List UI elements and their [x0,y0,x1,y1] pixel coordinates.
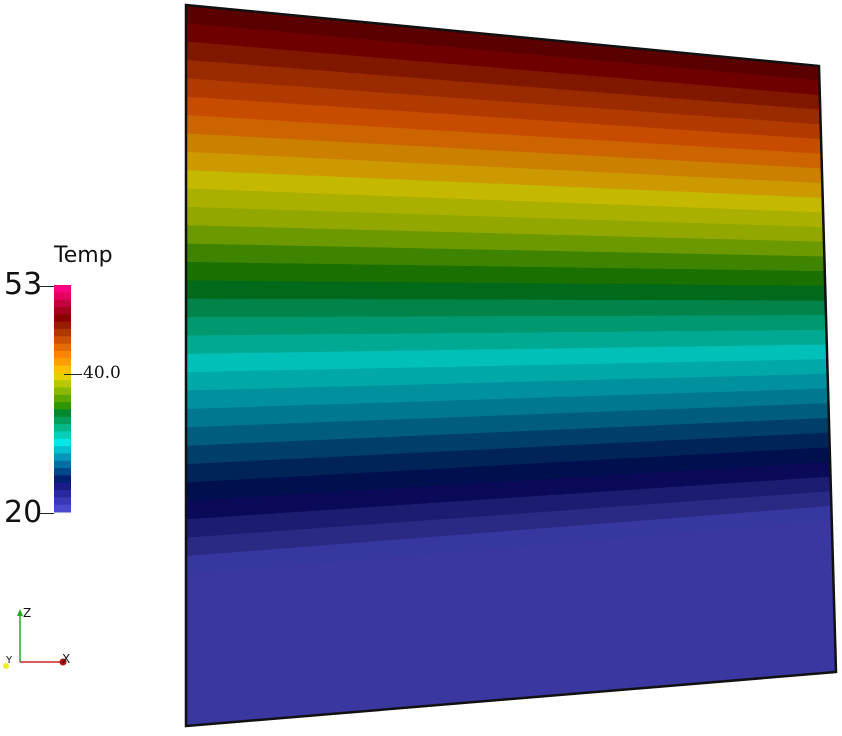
scalar-bar-swatch [54,299,71,308]
scalar-bar-swatch [54,497,71,506]
scalar-bar-swatch [54,314,71,323]
scalar-bar-swatch [54,431,71,440]
scalar-bar-swatch [54,490,71,498]
scalar-bar-swatch [54,343,71,352]
y-axis-marker [3,663,9,669]
domain-outline [184,3,838,728]
scalar-bar-swatch [54,306,71,315]
scalar-bar-swatch [54,438,71,447]
scalar-bar-min-tick [38,513,54,514]
scalar-bar-swatch [54,372,71,381]
scalar-bar-swatch [54,402,71,410]
z-axis-label: Z [23,606,32,620]
x-axis-label: X [62,652,71,666]
scalar-bar-swatch [54,409,71,418]
scalar-bar-swatch [54,321,71,330]
scalar-bar-swatch [54,336,71,345]
scalar-bar-swatch [54,424,71,432]
scalar-bar-swatch [54,387,71,396]
scalar-bar-max-label: 53 [4,267,43,302]
scalar-bar-swatch [54,394,71,403]
scalar-bar-title: Temp [54,243,113,268]
scalar-bar-swatch [54,292,71,301]
scalar-bar-swatch [54,358,71,367]
temperature-contour-bands [185,4,836,726]
scalar-bar-min-label: 20 [4,495,43,530]
scalar-bar-swatch [54,453,71,462]
orientation-axes [3,609,67,669]
scalar-bar-swatch [54,328,71,337]
scalar-bar-swatch [54,468,71,476]
scalar-bar-swatch [54,460,71,469]
scalar-bar-swatch [54,475,71,484]
scalar-bar-swatch [54,365,71,374]
scalar-bar-mid-tick [64,374,82,375]
scalar-bar-max-tick [38,286,54,287]
scalar-bar-swatch [54,350,71,359]
scalar-bar-swatch [54,482,71,491]
contour-band [185,298,827,318]
scalar-bar-colors [54,285,71,513]
scalar-bar-swatch [54,380,71,389]
scalar-bar-swatch [54,285,71,293]
scalar-bar-swatch [54,504,71,513]
y-axis-label: Y [6,655,13,666]
x-axis-arrow [59,658,67,666]
z-axis-arrow [17,609,23,616]
scalar-bar-swatch [54,416,71,425]
scalar-bar-mid-label: 40.0 [83,363,121,383]
scalar-bar-swatch [54,446,71,454]
